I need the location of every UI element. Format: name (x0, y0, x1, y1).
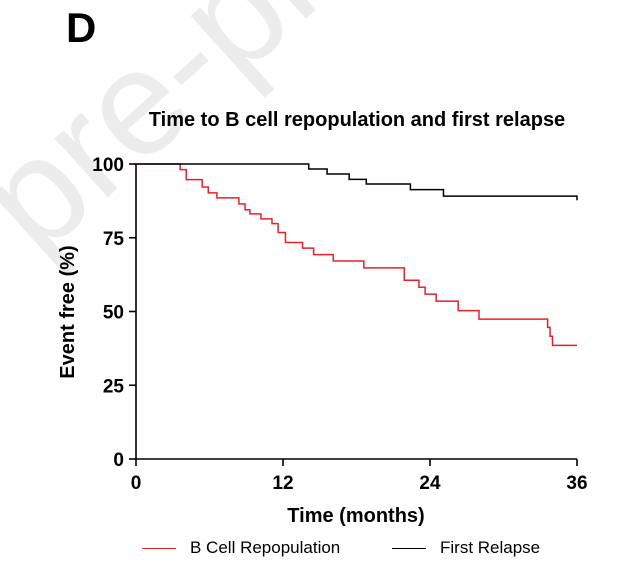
first-relapse-curve (136, 163, 578, 201)
y-tick-label: 0 (113, 450, 124, 471)
x-tick-label: 12 (272, 473, 293, 494)
y-tick-label: 25 (103, 376, 125, 397)
legend: B Cell Repopulation First Relapse (0, 538, 644, 562)
panel-label: D (66, 4, 97, 51)
legend-line-relapse (392, 547, 426, 549)
y-tick-label: 100 (92, 155, 124, 176)
ticks: 0 25 50 75 100 0 12 24 36 (92, 155, 587, 494)
series-layer (136, 163, 578, 347)
x-tick-label: 24 (419, 473, 441, 494)
chart-title: Time to B cell repopulation and first re… (148, 109, 566, 131)
km-plot: 0 25 50 75 100 0 12 24 36 Time (months) Event fr… (57, 155, 588, 527)
y-tick-label: 50 (103, 303, 124, 324)
x-tick-label: 0 (131, 473, 142, 494)
y-axis-label: Event free (%) (57, 245, 79, 378)
legend-label-b-cell: B Cell Repopulation (190, 538, 341, 557)
x-tick-label: 36 (566, 473, 587, 494)
legend-label-relapse: First Relapse (440, 538, 541, 557)
x-axis-label: Time (months) (287, 505, 424, 527)
legend-item-b-cell: B Cell Repopulation (142, 538, 340, 558)
legend-line-b-cell (142, 547, 176, 549)
y-tick-label: 75 (103, 229, 125, 250)
axes (135, 164, 577, 460)
b-cell-repopulation-curve (136, 163, 577, 347)
legend-item-relapse: First Relapse (392, 538, 540, 558)
